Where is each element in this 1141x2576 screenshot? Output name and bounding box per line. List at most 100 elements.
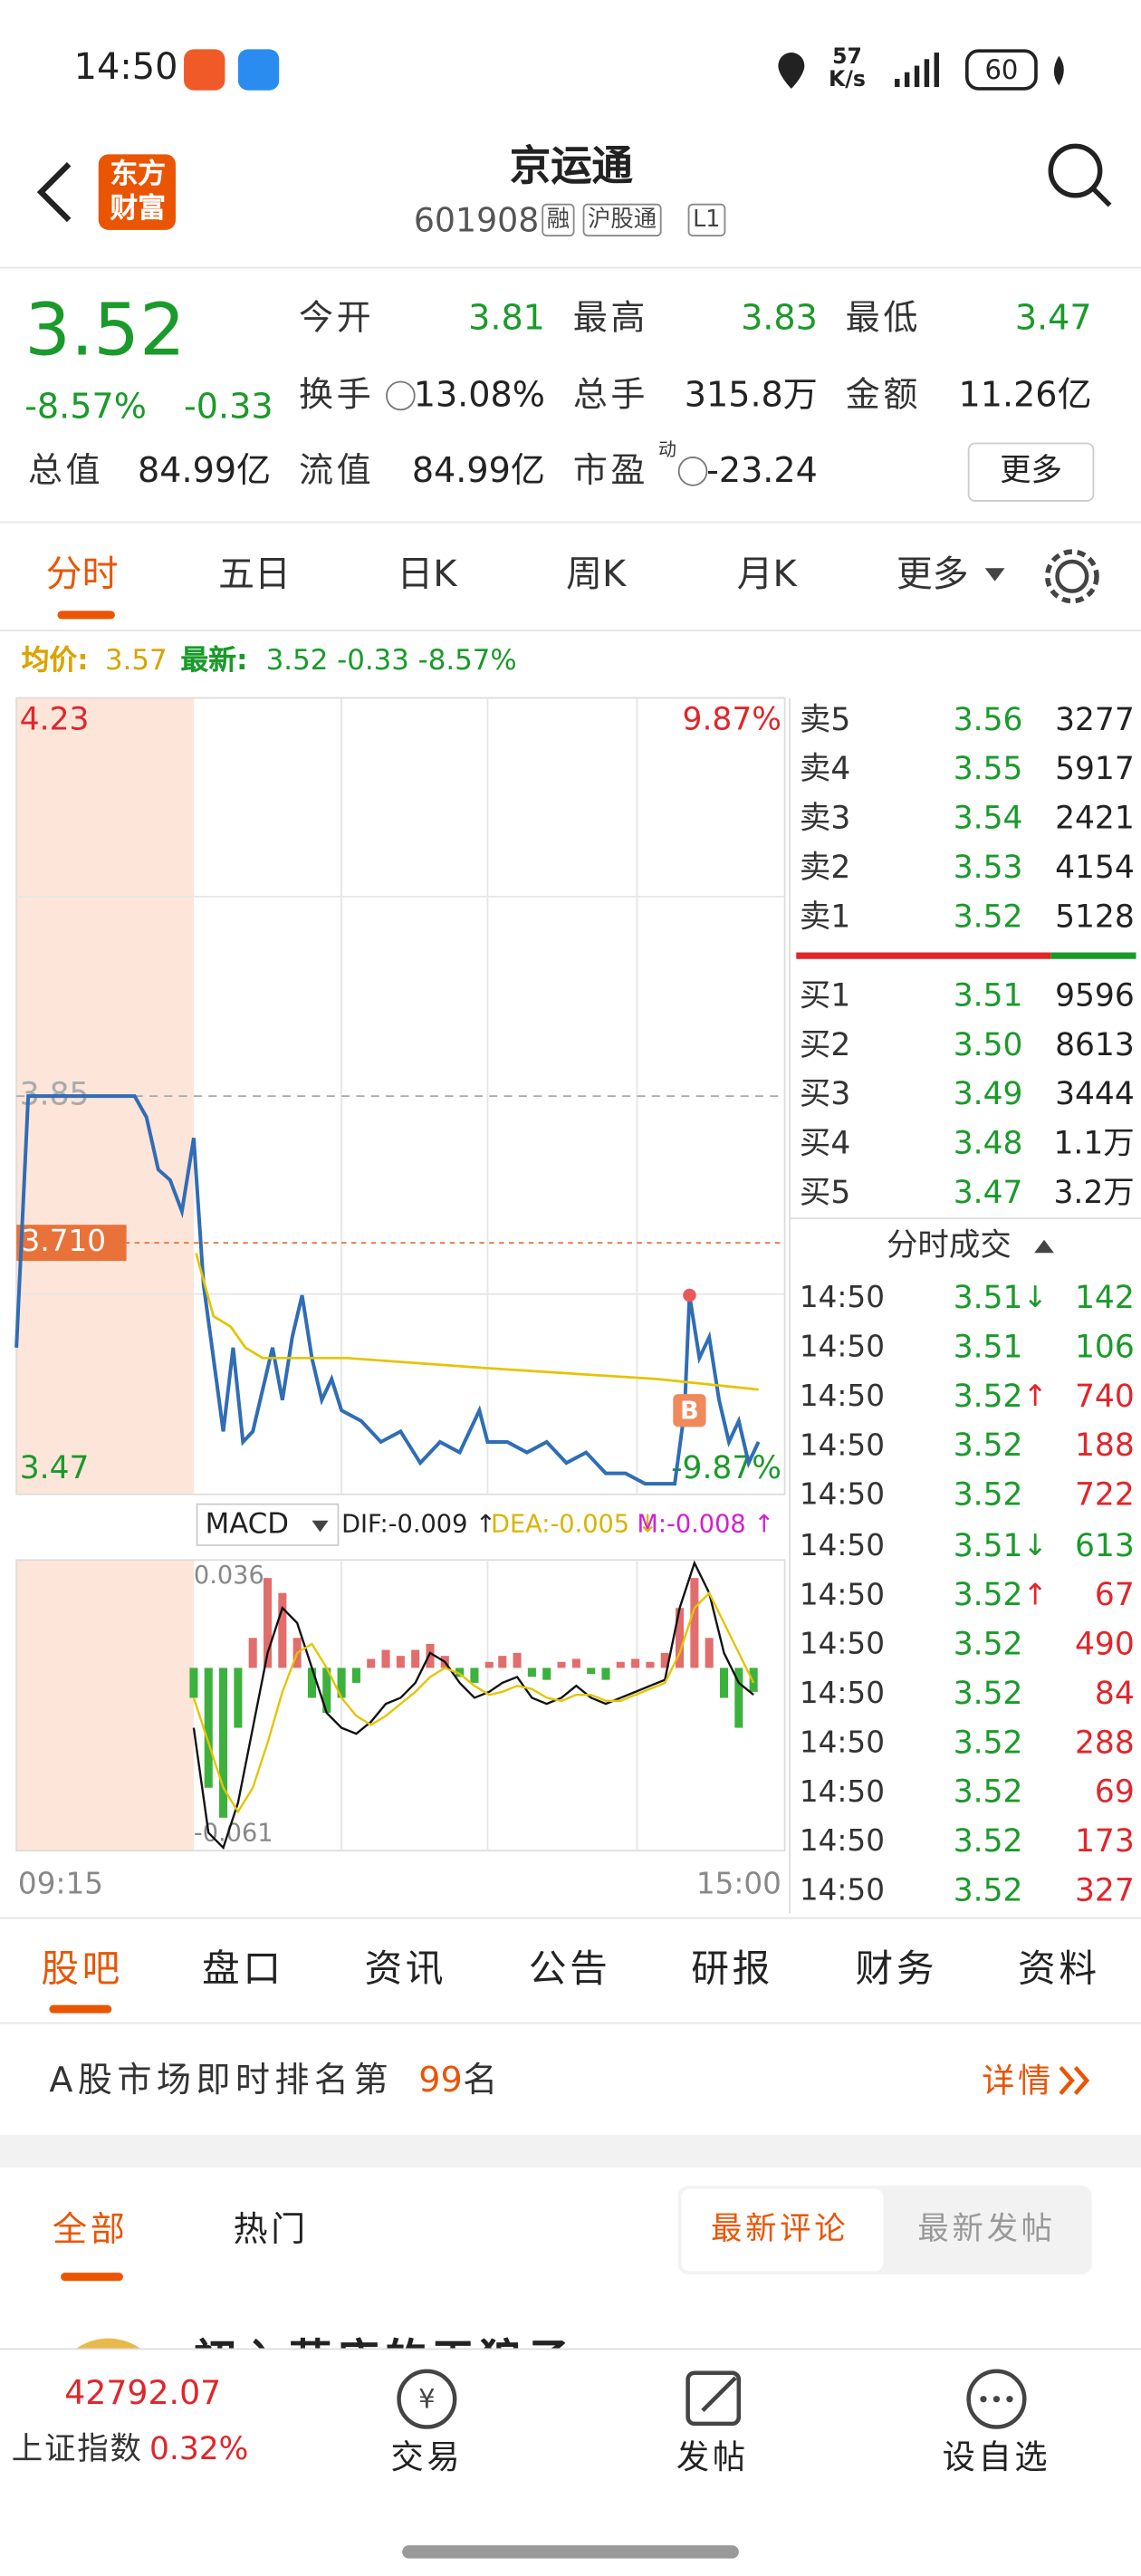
section-tab[interactable]: 财务 (855, 1948, 938, 1992)
trades-title: 分时成交 (886, 1227, 1012, 1264)
macd-dea-line (192, 1591, 755, 1814)
search-icon[interactable] (1091, 187, 1112, 207)
trade-volume: 69 (1094, 1773, 1135, 1811)
trade-marker (673, 1394, 706, 1427)
avg-label: 均价: (21, 644, 89, 678)
book-label: 卖5 (799, 702, 851, 738)
avg-value: 3.57 (105, 644, 168, 678)
macd-frame (15, 1559, 786, 1852)
trade-icon[interactable]: ¥ (418, 2384, 435, 2415)
macd-selector[interactable] (196, 1503, 340, 1546)
nav-icons: ¥ (397, 2369, 1027, 2559)
info-icon[interactable] (677, 457, 708, 486)
tab-underline (57, 610, 115, 620)
book-volume: 2421 (1055, 800, 1135, 837)
macd-bar (248, 1638, 257, 1668)
trade-arrow: ↑ (1022, 1577, 1048, 1612)
trade-time: 14:50 (799, 1627, 885, 1662)
chart-tab[interactable]: 月K (736, 554, 797, 597)
macd-bar (484, 1661, 494, 1668)
sort-active[interactable] (681, 2188, 884, 2272)
section-tab[interactable]: 资讯 (364, 1948, 447, 1992)
macd-tick-label: -0.061 (194, 1820, 273, 1848)
field-value: 11.26亿 (958, 375, 1092, 415)
feed-sort[interactable]: 最新评论 (710, 2211, 849, 2248)
post-icon[interactable] (686, 2370, 742, 2427)
nav-item[interactable]: 设自选 (942, 2437, 1051, 2476)
field-label: 市盈 (572, 450, 649, 491)
chart-tab[interactable]: 更多 (896, 554, 969, 597)
nav-item[interactable]: 发帖 (676, 2437, 749, 2476)
book-volume: 5128 (1055, 899, 1135, 936)
settings-icon[interactable] (1044, 549, 1099, 604)
ranking-detail[interactable]: 详情 (982, 2061, 1054, 2100)
nav-item[interactable]: 交易 (390, 2437, 464, 2476)
trade-price: 3.51 (953, 1527, 1023, 1563)
more-button[interactable] (967, 442, 1095, 502)
book-label: 卖2 (799, 850, 851, 887)
trade-time: 14:50 (799, 1725, 885, 1761)
chart-tab[interactable]: 周K (566, 554, 627, 597)
watchlist-icon[interactable] (966, 2369, 1027, 2429)
post-icon[interactable] (701, 2376, 737, 2413)
more-button[interactable]: 更多 (1000, 452, 1062, 489)
book-price: 3.54 (953, 800, 1023, 837)
field-label: 今开 (298, 298, 375, 338)
watchlist-icon[interactable] (980, 2396, 1013, 2403)
trade-time: 14:50 (799, 1281, 885, 1316)
chart-tab[interactable]: 五日 (218, 554, 291, 597)
net-speed: 57 (832, 44, 862, 71)
field-value: 3.47 (1014, 298, 1092, 338)
book-price: 3.51 (953, 977, 1023, 1014)
stock-title: 京运通 (509, 141, 633, 190)
book-price: 3.47 (953, 1175, 1023, 1212)
macd-bar (571, 1658, 580, 1668)
field-label-sup: 动 (657, 438, 676, 461)
macd-bar (455, 1668, 465, 1677)
book-volume: 1.1万 (1053, 1125, 1135, 1162)
book-volume: 3444 (1055, 1076, 1135, 1113)
field-label: 流值 (298, 450, 375, 491)
price-marker-label: 3.710 (22, 1224, 106, 1258)
tab-underline (49, 2004, 112, 2014)
feed-tab[interactable]: 热门 (233, 2209, 309, 2249)
chart-tab[interactable]: 分时 (45, 554, 119, 597)
section-tab[interactable]: 公告 (528, 1948, 611, 1992)
feed-tab[interactable]: 全部 (53, 2209, 129, 2249)
index-change: 0.32% (149, 2431, 249, 2467)
book-volume: 5917 (1055, 751, 1135, 788)
search-icon[interactable] (1048, 143, 1103, 198)
macd-bar (690, 1578, 699, 1668)
trade-time: 14:50 (799, 1478, 885, 1514)
feed-sort[interactable]: 最新发帖 (917, 2211, 1056, 2248)
dropdown-icon[interactable] (984, 568, 1005, 582)
stock-tag: 沪股通 (582, 203, 662, 237)
trade-icon[interactable] (397, 2369, 457, 2429)
settings-icon[interactable] (1055, 559, 1089, 593)
chart-tab[interactable]: 日K (397, 554, 457, 597)
dropdown-icon[interactable] (312, 1520, 329, 1533)
macd-bar (498, 1656, 507, 1668)
section-tab[interactable]: 股吧 (41, 1948, 123, 1992)
macd-bar (381, 1649, 390, 1668)
macd-bar (660, 1652, 669, 1668)
field-label: 总手 (572, 375, 649, 415)
chart-frame (15, 697, 786, 1495)
trade-price: 3.52 (953, 1873, 1023, 1909)
sort-icon[interactable] (1034, 1239, 1054, 1254)
section-tab[interactable]: 资料 (1018, 1948, 1100, 1992)
back-icon[interactable] (36, 162, 72, 223)
section-tab[interactable]: 研报 (691, 1948, 773, 1992)
field-value: 315.8万 (684, 375, 818, 415)
info-icon[interactable] (386, 380, 416, 411)
chevron-icon[interactable] (1059, 2066, 1090, 2096)
x-tick-label: 15:00 (696, 1866, 781, 1900)
section-tab[interactable]: 盘口 (201, 1948, 284, 1992)
trade-price: 3.52 (953, 1626, 1023, 1663)
ask-ratio (796, 952, 1051, 959)
app-icon (184, 49, 225, 91)
macd-bar (426, 1643, 435, 1668)
logo-text: 财富 (110, 193, 167, 226)
